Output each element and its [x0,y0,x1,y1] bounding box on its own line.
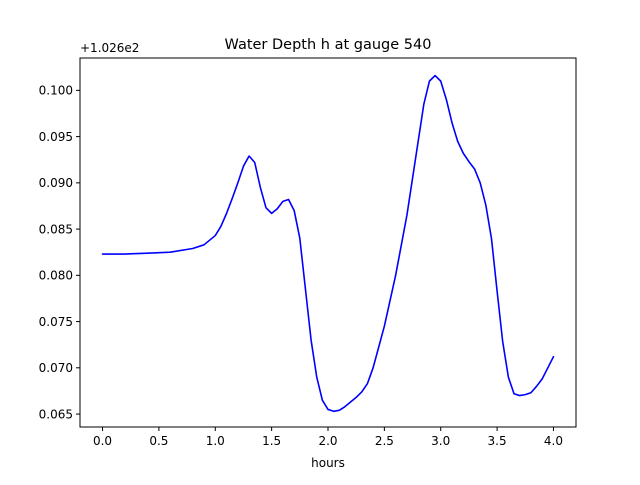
y-tick-label: 0.090 [39,176,73,190]
x-tick-label: 1.0 [206,434,225,448]
x-tick-label: 4.0 [544,434,563,448]
y-tick-label: 0.100 [39,84,73,98]
y-tick-label: 0.085 [39,222,73,236]
x-tick-label: 3.0 [431,434,450,448]
series-line-0 [101,74,555,413]
x-tick-label: 1.5 [262,434,281,448]
x-tick-label: 2.0 [318,434,337,448]
y-tick-label: 0.080 [39,269,73,283]
y-tick-label: 0.075 [39,315,73,329]
x-tick-label: 0.5 [149,434,168,448]
y-tick-label: 0.070 [39,361,73,375]
y-tick-label: 0.095 [39,130,73,144]
x-tick-label: 3.5 [488,434,507,448]
data-layer [101,74,555,413]
x-tick-label: 0.0 [93,434,112,448]
chart-title: Water Depth h at gauge 540 [225,37,432,53]
y-axis-offset-label: +1.026e2 [80,41,139,55]
x-tick-label: 2.5 [375,434,394,448]
y-tick-label: 0.065 [39,407,73,421]
x-axis-label: hours [311,456,345,470]
axes-layer: 0.0 0.5 1.0 1.5 2.0 2.5 3.0 3.5 4.0 0.065 0.070 0.0… [39,57,577,448]
